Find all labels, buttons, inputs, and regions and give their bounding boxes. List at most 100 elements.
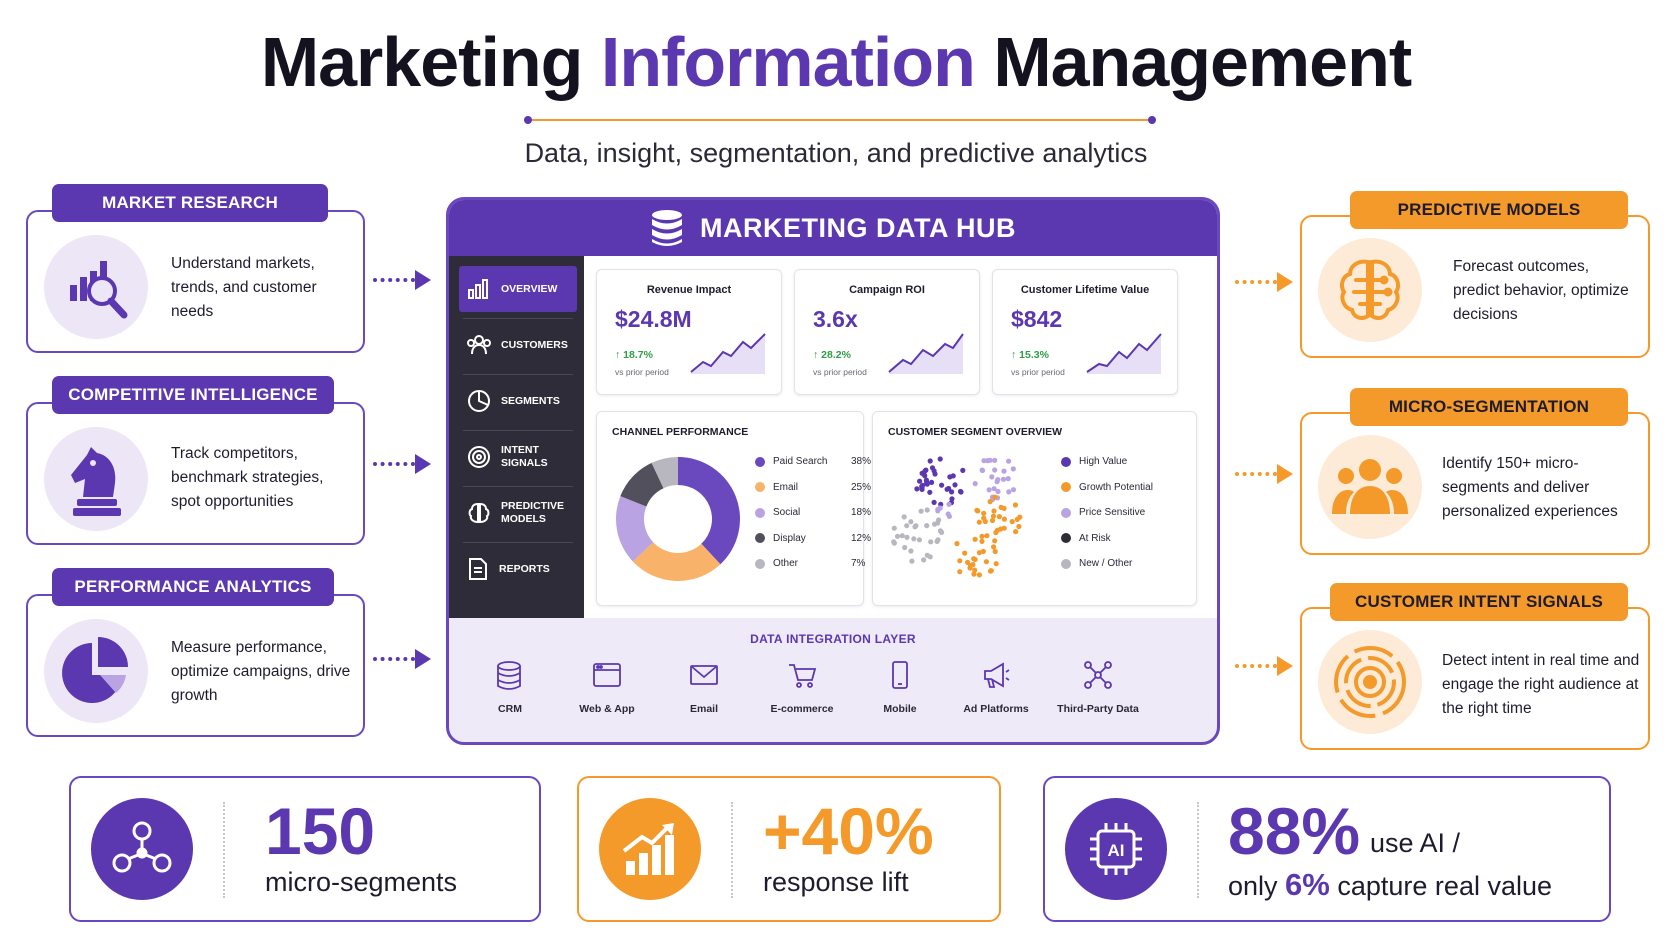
legend-swatch xyxy=(755,482,765,492)
segment-dot xyxy=(920,482,926,488)
segment-dot xyxy=(1012,502,1018,508)
network-people-icon xyxy=(91,798,193,900)
segment-dot xyxy=(972,481,978,487)
integration-crm[interactable]: CRM xyxy=(455,660,565,715)
divider-dot-left xyxy=(524,116,532,124)
segment-dot xyxy=(937,456,943,462)
legend-label: Social xyxy=(773,507,801,518)
legend-swatch xyxy=(755,456,765,467)
segment-dot xyxy=(991,486,997,492)
sparkline xyxy=(1086,333,1162,374)
browser-icon xyxy=(593,663,621,687)
kpi-revenue-impact[interactable]: Revenue Impact $24.8M ↑ 18.7% vs prior p… xyxy=(596,269,782,395)
nav-customers-label: CUSTOMERS xyxy=(501,338,568,351)
segment-dot xyxy=(960,467,966,473)
market-research-text: Understand markets, trends, and customer… xyxy=(171,255,317,320)
legend-value: 18% xyxy=(851,507,872,518)
segment-dot xyxy=(935,537,941,543)
integration-third-party-data[interactable]: Third-Party Data xyxy=(1043,660,1153,715)
market-research-card: Understand markets, trends, and customer… xyxy=(26,210,365,353)
target-icon xyxy=(1318,630,1422,734)
sparkline xyxy=(888,333,964,374)
segment-dot xyxy=(992,467,998,473)
micro-segmentation-text: Identify 150+ micro-segments and deliver… xyxy=(1442,455,1618,520)
integration-label: CRM xyxy=(498,703,522,715)
segment-dot xyxy=(996,514,1002,520)
segment-dot xyxy=(929,479,935,485)
micro-segmentation-tag: MICRO-SEGMENTATION xyxy=(1350,388,1628,426)
segment-dot xyxy=(979,533,985,539)
segment-dot xyxy=(949,496,955,502)
segment-dot xyxy=(904,523,910,529)
segment-dot xyxy=(1009,519,1015,525)
legend-item: Social 18% xyxy=(755,507,871,518)
segment-dot xyxy=(989,474,995,480)
network-icon xyxy=(1084,661,1112,689)
nav-segments[interactable]: SEGMENTS xyxy=(459,378,577,424)
nav-predictive-models[interactable]: PREDICTIVE MODELS xyxy=(459,490,577,536)
segment-dot xyxy=(992,457,998,463)
integration-e-commerce[interactable]: E-commerce xyxy=(747,660,857,715)
segment-dot xyxy=(913,523,919,529)
title-accent: Information xyxy=(600,23,976,101)
segment-dot xyxy=(1001,468,1007,474)
integration-label: Email xyxy=(689,703,718,715)
segment-dot xyxy=(937,528,943,534)
people-group-icon xyxy=(1318,435,1422,539)
nav-reports[interactable]: REPORTS xyxy=(459,546,577,592)
legend-label: Other xyxy=(773,558,799,569)
segment-dot xyxy=(929,465,936,471)
segment-dot xyxy=(950,473,956,479)
kpi-campaign-roi[interactable]: Campaign ROI 3.6x ↑ 28.2% vs prior perio… xyxy=(794,269,980,395)
stat-caption-post: capture real value xyxy=(1337,871,1553,901)
channel-performance-panel: CHANNEL PERFORMANCE Paid Search 38% Email 2… xyxy=(596,411,871,606)
hub-sidebar: OVERVIEW CUSTOMERS SEGMENTS INTENT SIGNA… xyxy=(449,256,584,618)
segment-dot xyxy=(992,494,998,500)
segment-dot xyxy=(927,554,933,560)
legend-label: At Risk xyxy=(1079,532,1111,544)
chess-knight-icon xyxy=(44,427,148,531)
stat-value: 150 xyxy=(265,794,376,868)
segment-dot xyxy=(962,550,968,556)
segment-dot xyxy=(927,458,933,464)
segment-dot xyxy=(1001,516,1007,522)
title-part-2: Management xyxy=(993,23,1412,101)
segment-dot xyxy=(918,508,924,514)
nav-intent-signals[interactable]: INTENT SIGNALS xyxy=(459,434,577,480)
performance-analytics-text: Measure performance, optimize campaigns,… xyxy=(171,639,351,704)
predictive-models-tag: PREDICTIVE MODELS xyxy=(1350,191,1628,229)
integration-ad-platforms[interactable]: Ad Platforms xyxy=(941,660,1051,715)
nav-overview-label: OVERVIEW xyxy=(501,282,558,295)
integration-email[interactable]: Email xyxy=(649,660,759,715)
performance-analytics-card: Measure performance, optimize campaigns,… xyxy=(26,594,365,737)
segment-dot xyxy=(987,499,993,505)
segment-dot xyxy=(995,477,1001,483)
legend-value: 25% xyxy=(851,481,872,493)
nav-overview[interactable]: OVERVIEW xyxy=(459,266,577,312)
segment-dot xyxy=(967,565,973,571)
customer-segment-panel: CUSTOMER SEGMENT OVERVIEW High Value Grow… xyxy=(872,411,1197,606)
segment-dot xyxy=(923,467,929,473)
stat-caption-pre: only xyxy=(1228,871,1278,901)
target-icon xyxy=(468,446,490,468)
market-research-tag: MARKET RESEARCH xyxy=(52,184,328,222)
kpi-customer-lifetime-value[interactable]: Customer Lifetime Value $842 ↑ 15.3% vs … xyxy=(992,269,1178,395)
integration-label: E-commerce xyxy=(770,703,834,715)
segment-dot xyxy=(924,479,930,485)
arrow-competitive-intelligence-to-hub xyxy=(373,454,433,474)
nav-predictive-models-label: PREDICTIVE MODELS xyxy=(501,500,565,525)
legend-swatch xyxy=(1061,456,1071,467)
stat-caption: only 6% capture real value xyxy=(1228,867,1552,903)
nav-customers[interactable]: CUSTOMERS xyxy=(459,322,577,368)
integration-label: Ad Platforms xyxy=(963,703,1029,715)
segment-dot xyxy=(891,539,897,545)
integration-web-app[interactable]: Web & App xyxy=(552,660,662,715)
svg-text:AI: AI xyxy=(1108,841,1125,860)
customer-intent-signals-tag: CUSTOMER INTENT SIGNALS xyxy=(1330,583,1628,621)
kpi-value: $24.8M xyxy=(615,306,692,332)
segment-dot xyxy=(957,558,963,564)
segment-dot xyxy=(1014,516,1020,522)
segment-dot xyxy=(945,511,951,517)
legend-swatch xyxy=(755,558,765,569)
integration-mobile[interactable]: Mobile xyxy=(845,660,955,715)
